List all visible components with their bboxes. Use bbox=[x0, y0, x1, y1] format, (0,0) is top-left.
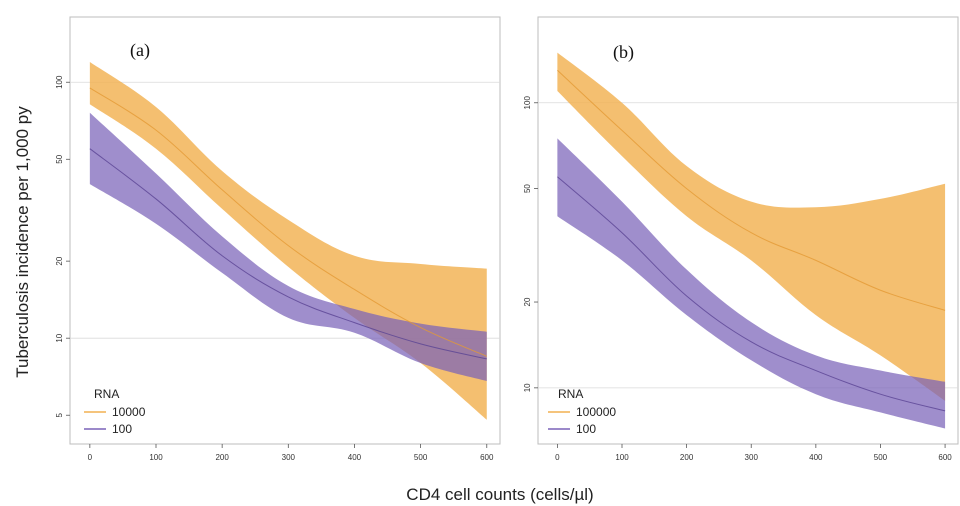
y-tick-label: 5 bbox=[55, 412, 64, 417]
series-line-high bbox=[557, 69, 946, 311]
x-tick-label: 400 bbox=[809, 453, 823, 462]
y-tick-label: 50 bbox=[55, 154, 64, 163]
x-tick-label: 0 bbox=[88, 453, 93, 462]
ci-band-low bbox=[557, 138, 946, 429]
x-tick-label: 500 bbox=[414, 453, 428, 462]
x-tick-label: 600 bbox=[480, 453, 494, 462]
y-tick-label: 50 bbox=[523, 184, 532, 193]
x-tick-label: 500 bbox=[874, 453, 888, 462]
panel-label: (a) bbox=[130, 40, 150, 61]
y-axis-title: Tuberculosis incidence per 1,000 py bbox=[13, 106, 32, 378]
y-tick-label: 10 bbox=[523, 383, 532, 392]
x-tick-label: 300 bbox=[745, 453, 759, 462]
series-line-high bbox=[89, 87, 487, 357]
bands-layer bbox=[557, 52, 946, 429]
x-tick-label: 600 bbox=[938, 453, 952, 462]
panel-b: 0 100 200 300 400 500 600 10 20 50 100 (b) RNA 100000… bbox=[523, 16, 959, 462]
ci-band-low bbox=[89, 112, 487, 382]
x-tick-label: 200 bbox=[215, 453, 229, 462]
legend-title: RNA bbox=[94, 387, 119, 401]
y-tick-label: 10 bbox=[55, 333, 64, 342]
y-tick-label: 20 bbox=[55, 256, 64, 265]
ci-band-high bbox=[557, 52, 946, 401]
legend-entry: 10000 bbox=[112, 405, 146, 419]
legend: RNA 10000 100 bbox=[84, 387, 146, 436]
x-tick-label: 300 bbox=[282, 453, 296, 462]
x-tick-label: 100 bbox=[149, 453, 163, 462]
y-tick-label: 100 bbox=[55, 75, 64, 89]
series-line-low bbox=[557, 176, 946, 412]
panel-a: 0 100 200 300 400 500 600 5 10 20 50 100 (a) RNA 10000… bbox=[55, 16, 501, 462]
panel-label: (b) bbox=[613, 42, 634, 63]
x-tick-label: 0 bbox=[555, 453, 560, 462]
y-tick-label: 20 bbox=[523, 297, 532, 306]
x-tick-label: 200 bbox=[680, 453, 694, 462]
y-tick-label: 100 bbox=[523, 96, 532, 110]
legend-entry: 100000 bbox=[576, 405, 616, 419]
x-tick-label: 400 bbox=[348, 453, 362, 462]
series-line-low bbox=[89, 148, 487, 360]
legend-entry: 100 bbox=[112, 422, 132, 436]
x-axis-title: CD4 cell counts (cells/µl) bbox=[406, 485, 593, 504]
legend: RNA 100000 100 bbox=[548, 387, 616, 436]
legend-entry: 100 bbox=[576, 422, 596, 436]
x-tick-label: 100 bbox=[615, 453, 629, 462]
legend-title: RNA bbox=[558, 387, 583, 401]
bands-layer bbox=[89, 61, 487, 420]
